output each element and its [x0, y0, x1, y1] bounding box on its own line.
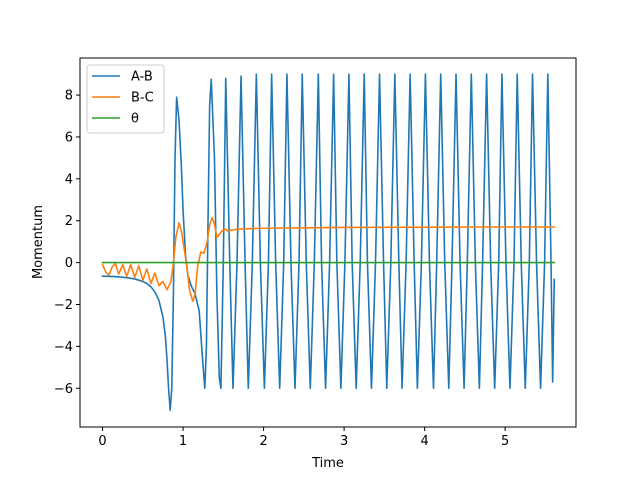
- y-axis-ticks: −6 −4 −2 0 2 4 6 8: [54, 89, 80, 397]
- y-tick-label-0: −6: [54, 382, 73, 397]
- y-tick-label-7: 8: [65, 89, 73, 104]
- y-tick-label-5: 4: [65, 172, 73, 187]
- x-tick-label-3: 3: [340, 434, 348, 449]
- y-tick-label-6: 6: [65, 130, 73, 145]
- legend-label-1: B-C: [131, 91, 154, 106]
- legend: A-B B-C θ: [86, 64, 165, 134]
- x-tick-label-5: 5: [501, 434, 509, 449]
- y-axis-label: Momentum: [31, 205, 46, 279]
- y-tick-label-1: −4: [54, 340, 73, 355]
- y-tick-label-2: −2: [54, 298, 73, 313]
- x-tick-label-4: 4: [420, 434, 428, 449]
- x-tick-label-2: 2: [259, 434, 267, 449]
- series-line-0: [101, 73, 556, 412]
- y-tick-label-4: 2: [65, 214, 73, 229]
- x-axis-ticks: 0 1 2 3 4 5: [98, 427, 509, 449]
- series-layer: [101, 73, 556, 412]
- y-tick-label-3: 0: [65, 256, 73, 271]
- legend-frame: [86, 64, 165, 134]
- series-line-1: [101, 216, 556, 303]
- legend-label-0: A-B: [131, 70, 153, 85]
- legend-label-2: θ: [131, 112, 139, 127]
- plot-area: [79, 57, 577, 428]
- x-tick-label-0: 0: [98, 434, 106, 449]
- axes-frame: [79, 57, 577, 428]
- x-axis-label: Time: [311, 456, 344, 471]
- x-tick-label-1: 1: [179, 434, 187, 449]
